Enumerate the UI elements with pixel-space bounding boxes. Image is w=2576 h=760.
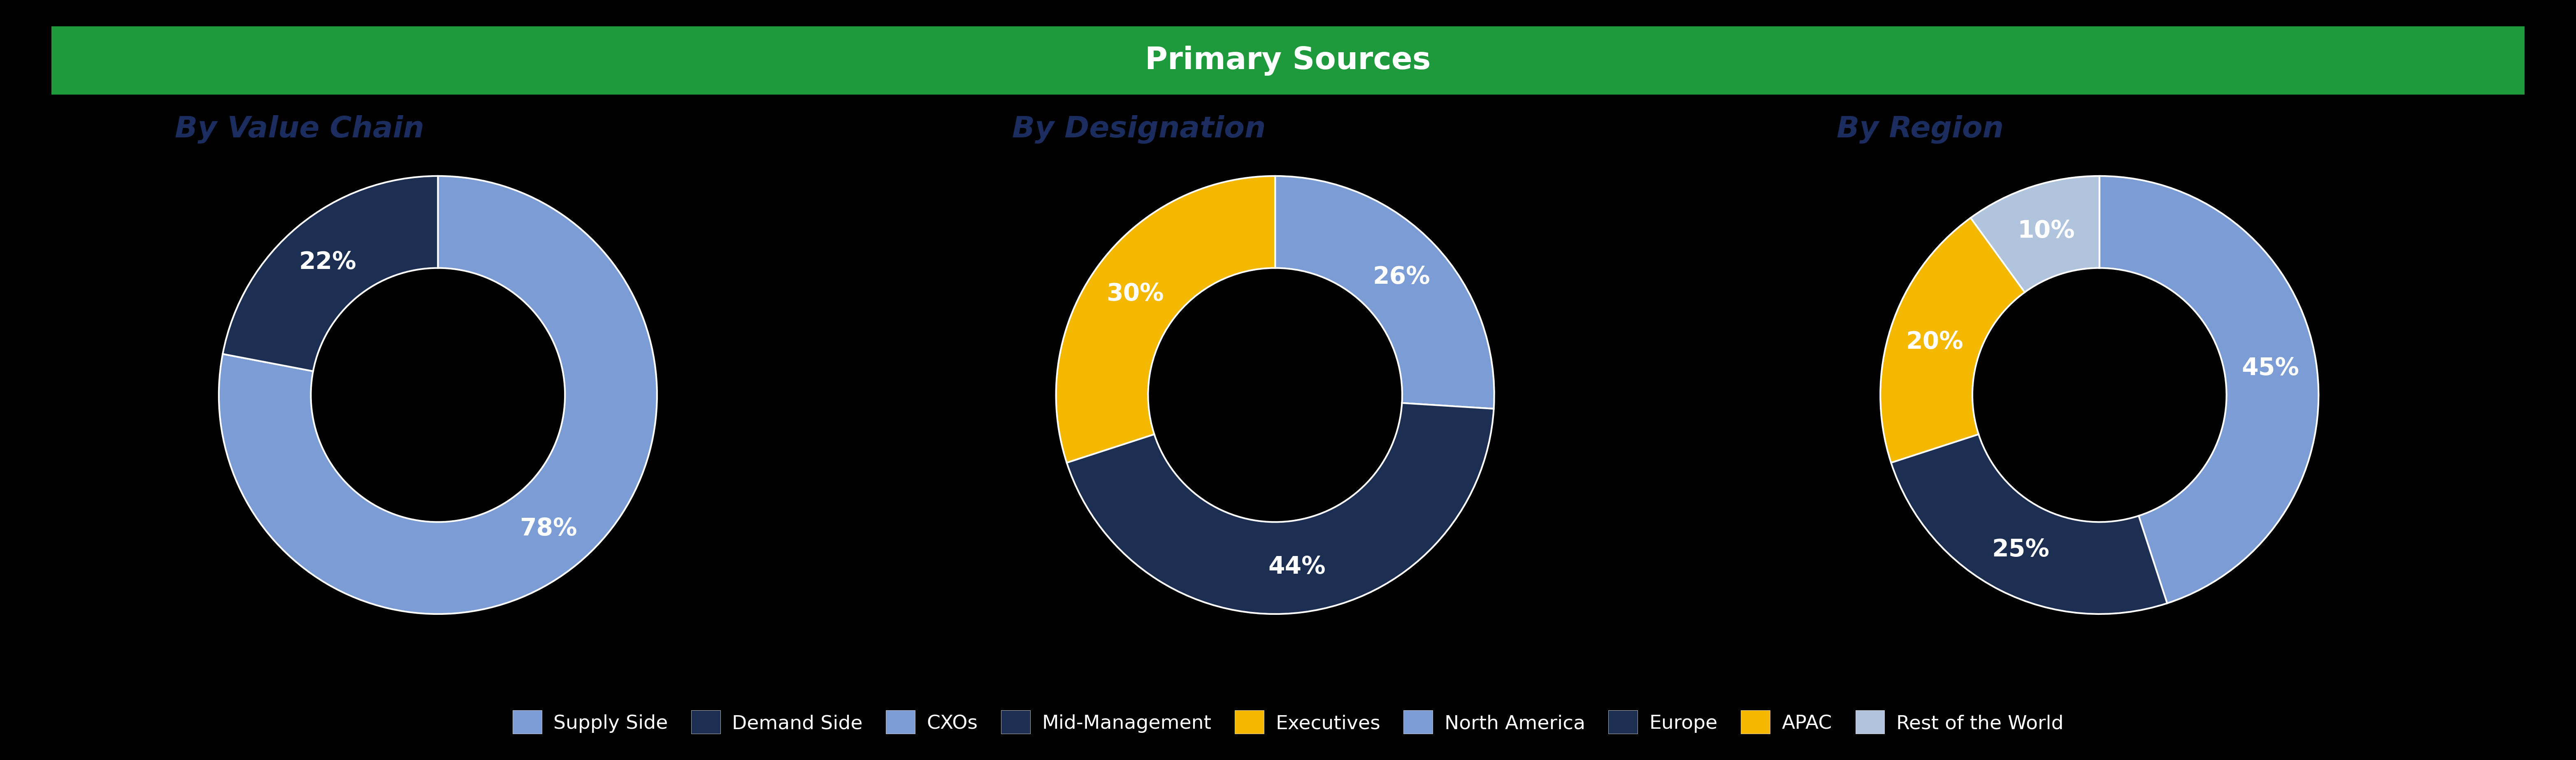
Text: By Designation: By Designation xyxy=(1012,115,1265,144)
Wedge shape xyxy=(219,176,657,614)
Text: 78%: 78% xyxy=(520,517,577,540)
Text: 22%: 22% xyxy=(299,250,355,274)
Wedge shape xyxy=(1880,218,2025,463)
Wedge shape xyxy=(1891,435,2166,614)
Wedge shape xyxy=(1971,176,2099,293)
Text: 10%: 10% xyxy=(2017,219,2074,242)
Wedge shape xyxy=(222,176,438,372)
Text: By Region: By Region xyxy=(1837,115,2004,144)
Text: By Value Chain: By Value Chain xyxy=(175,115,425,144)
Wedge shape xyxy=(2099,176,2318,603)
Text: 26%: 26% xyxy=(1373,265,1430,289)
Text: 25%: 25% xyxy=(1991,537,2050,561)
Wedge shape xyxy=(1275,176,1494,409)
Legend: Supply Side, Demand Side, CXOs, Mid-Management, Executives, North America, Europ: Supply Side, Demand Side, CXOs, Mid-Mana… xyxy=(505,702,2071,742)
Text: 45%: 45% xyxy=(2241,356,2300,380)
Text: 20%: 20% xyxy=(1906,330,1963,353)
Wedge shape xyxy=(1066,403,1494,614)
Wedge shape xyxy=(1056,176,1275,463)
Text: 44%: 44% xyxy=(1267,555,1327,578)
Text: 30%: 30% xyxy=(1105,282,1164,306)
Text: Primary Sources: Primary Sources xyxy=(1146,46,1430,76)
